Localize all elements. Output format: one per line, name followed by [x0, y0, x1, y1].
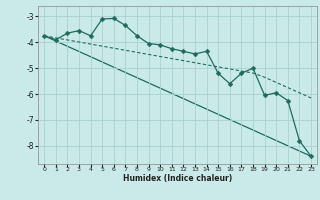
X-axis label: Humidex (Indice chaleur): Humidex (Indice chaleur) [123, 174, 232, 183]
